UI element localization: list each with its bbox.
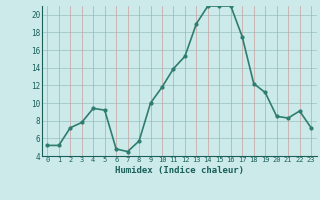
X-axis label: Humidex (Indice chaleur): Humidex (Indice chaleur): [115, 166, 244, 175]
